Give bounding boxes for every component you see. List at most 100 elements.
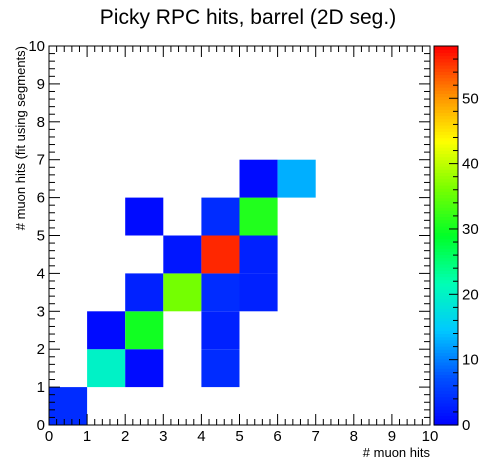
color-scale-segment	[434, 402, 458, 407]
color-scale-segment	[434, 342, 458, 347]
z-tick-label: 10	[462, 352, 479, 369]
color-scale-segment	[434, 406, 458, 410]
color-scale-segment	[434, 229, 458, 233]
y-axis: 0 1 2 3 4 5 6 7 8 9 10	[28, 38, 430, 434]
y-axis-title: # muon hits (fit using segments)	[13, 46, 28, 230]
color-scale-segment	[434, 169, 458, 173]
color-scale-segment	[434, 396, 458, 401]
color-scale-segment	[434, 200, 458, 205]
color-scale-segment	[434, 87, 458, 91]
color-scale-segment	[434, 74, 458, 79]
color-scale-segment	[434, 355, 458, 360]
color-scale-segment	[434, 226, 458, 230]
color-scale-segment	[434, 150, 458, 154]
color-scale-segment	[434, 83, 458, 88]
color-scale-segment	[434, 90, 458, 94]
heatmap-cell-1-1	[87, 349, 126, 388]
color-scale-segment	[434, 317, 458, 322]
color-scale-segment	[434, 80, 458, 85]
color-scale-segment	[434, 248, 458, 252]
y-tick-label: 7	[37, 152, 45, 169]
heatmap-cell-0-0	[49, 387, 88, 425]
color-scale-segment	[434, 140, 458, 145]
color-scale-segment	[434, 241, 458, 246]
color-scale-segment	[434, 260, 458, 265]
color-scale-segment	[434, 46, 458, 50]
heatmap-cell-4-1	[201, 349, 240, 388]
color-scale-segment	[434, 409, 458, 413]
heatmap-cell-2-2	[125, 311, 164, 350]
heatmap-cell-6-6	[277, 159, 316, 198]
color-scale-segment	[434, 112, 458, 117]
x-tick-label: 6	[273, 428, 281, 445]
color-scale-segment	[434, 327, 458, 331]
color-scale-segment	[434, 361, 458, 366]
color-scale-segment	[434, 106, 458, 110]
color-scale-segment	[434, 257, 458, 262]
color-scale-segment	[434, 235, 458, 240]
color-scale-bar	[433, 45, 459, 426]
color-scale-segment	[434, 49, 458, 53]
color-scale-segment	[434, 128, 458, 132]
color-scale-segment	[434, 289, 458, 293]
color-scale-segment	[434, 55, 458, 60]
color-scale-segment	[434, 282, 458, 287]
color-scale-segment	[434, 143, 458, 148]
color-scale-segment	[434, 273, 458, 278]
color-scale-segment	[434, 254, 458, 259]
color-scale-segment	[434, 188, 458, 192]
x-tick-label: 3	[159, 428, 167, 445]
color-scale-segment	[434, 390, 458, 395]
color-scale-segment	[434, 96, 458, 101]
color-scale-segment	[434, 311, 458, 316]
x-tick-label: 10	[422, 428, 439, 445]
color-scale-segment	[434, 276, 458, 281]
color-scale-segment	[434, 68, 458, 72]
color-scale-segment	[434, 159, 458, 164]
color-scale-segment	[434, 298, 458, 303]
color-scale-segment	[434, 118, 458, 123]
x-tick-label: 5	[235, 428, 243, 445]
color-scale-segment	[434, 371, 458, 376]
color-scale-segment	[434, 115, 458, 120]
color-scale-segment	[434, 58, 458, 63]
y-tick-label: 6	[37, 190, 45, 207]
y-tick-label: 4	[37, 265, 45, 282]
z-axis: 0 10 20 30 40 50	[449, 45, 479, 434]
color-scale-segment	[434, 156, 458, 161]
z-tick-label: 40	[462, 156, 479, 173]
color-scale-segment	[434, 251, 458, 256]
x-tick-label: 7	[312, 428, 320, 445]
color-scale-segment	[434, 364, 458, 369]
color-scale-segment	[434, 244, 458, 249]
color-scale-segment	[434, 358, 458, 363]
color-scale-segment	[434, 349, 458, 353]
color-scale-segment	[434, 339, 458, 344]
heatmap-cell-4-3	[201, 273, 240, 312]
color-scale-segment	[434, 314, 458, 319]
color-scale-segment	[434, 238, 458, 243]
color-scale-segment	[434, 77, 458, 82]
color-scale-segment	[434, 109, 458, 113]
color-scale-segment	[434, 210, 458, 214]
color-scale-segment	[434, 99, 458, 104]
heatmap-cell-5-6	[239, 159, 278, 198]
color-scale-segment	[434, 134, 458, 139]
z-tick-label: 30	[462, 221, 479, 238]
z-tick-label: 50	[462, 90, 479, 107]
y-tick-label: 2	[37, 341, 45, 358]
color-scale-segment	[434, 270, 458, 274]
color-scale-segment	[434, 147, 458, 151]
color-scale-segment	[434, 216, 458, 221]
color-scale-segment	[434, 399, 458, 404]
color-scale-segment	[434, 333, 458, 338]
color-scale-segment	[434, 61, 458, 66]
color-scale-segment	[434, 153, 458, 158]
color-scale-segment	[434, 219, 458, 224]
color-scale-segment	[434, 336, 458, 341]
color-scale-segment	[434, 71, 458, 76]
color-scale-segment	[434, 263, 458, 268]
color-scale-segment	[434, 374, 458, 379]
color-scale-segment	[434, 181, 458, 186]
